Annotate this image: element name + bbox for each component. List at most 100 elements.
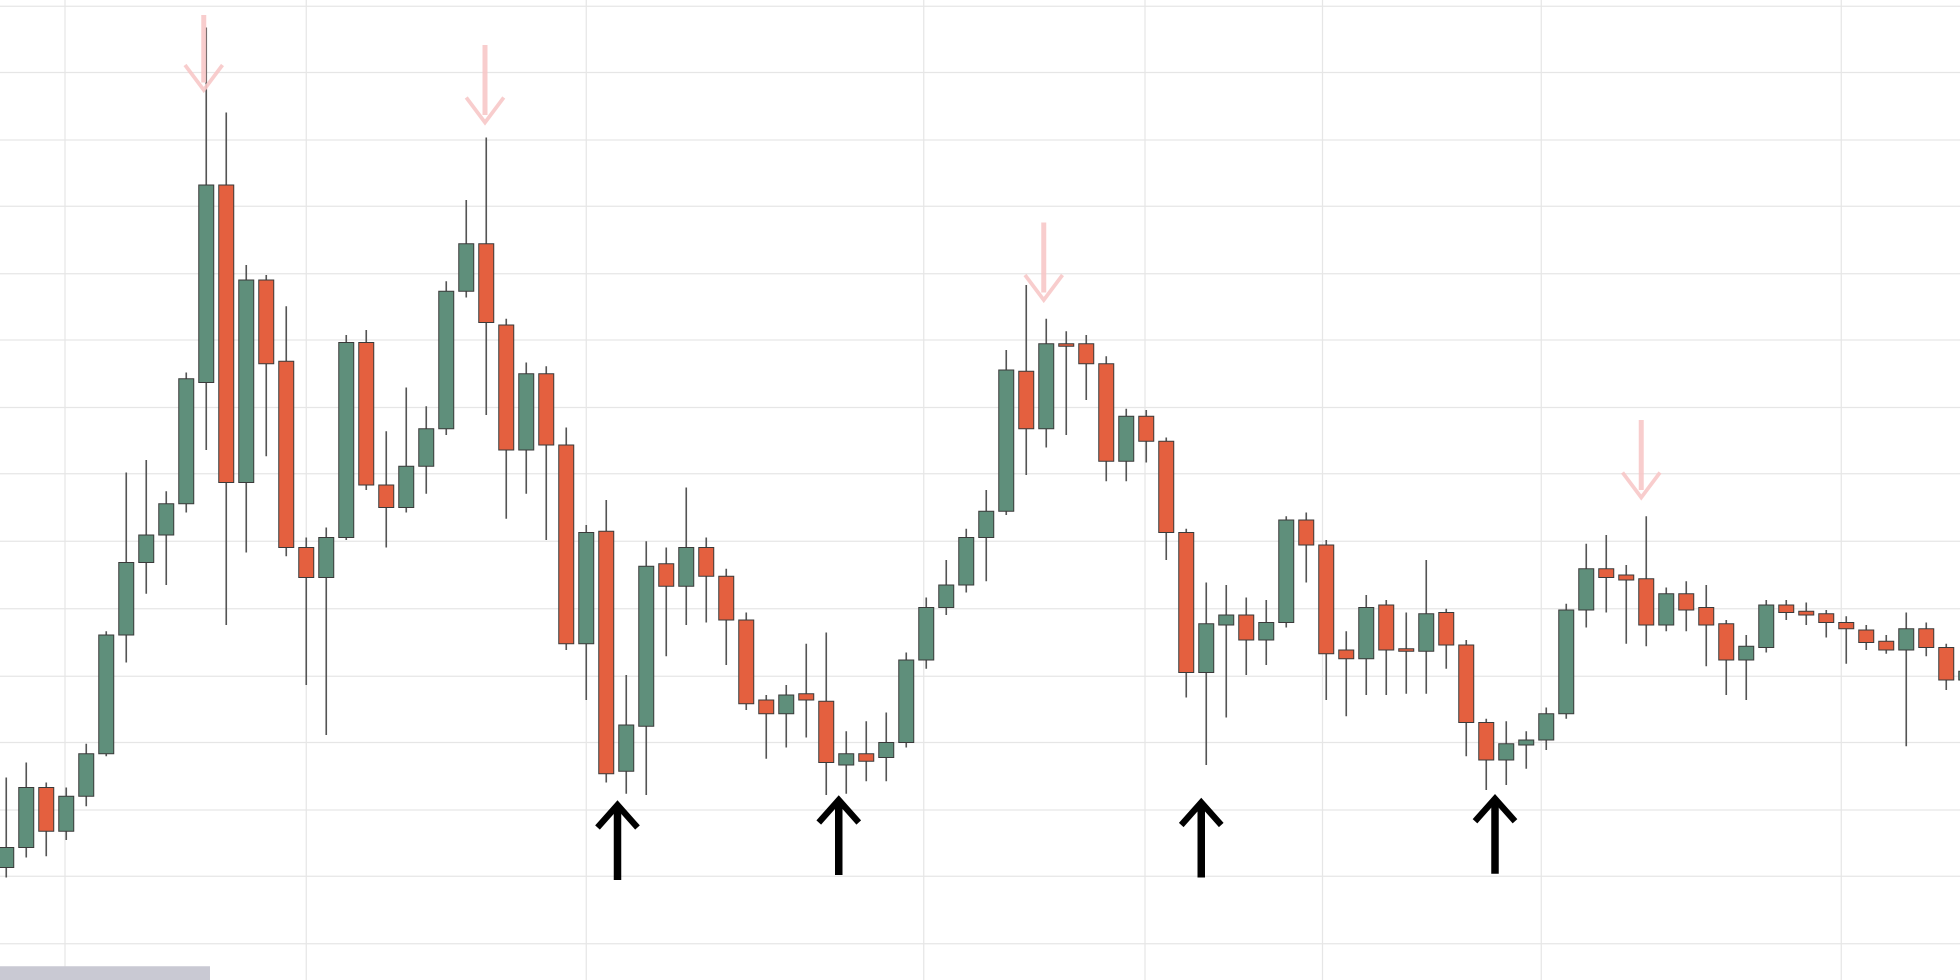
candle-body <box>1818 613 1835 623</box>
candle-body <box>1858 629 1875 643</box>
down-arrow <box>464 45 506 126</box>
candle-body <box>238 279 255 483</box>
candle-body <box>1838 622 1855 630</box>
candle-body <box>858 753 875 762</box>
up-arrow <box>816 795 862 875</box>
candle-body <box>18 787 35 848</box>
up-arrow <box>1472 794 1518 874</box>
candle-body <box>1498 743 1515 761</box>
candle-body <box>78 753 95 797</box>
candle-body <box>1658 593 1675 626</box>
candle-body <box>1018 370 1035 430</box>
candle-body <box>358 342 375 486</box>
candle-body <box>618 724 635 772</box>
candle-body <box>1378 604 1395 651</box>
candle-body <box>1338 649 1355 660</box>
candle-body <box>838 753 855 766</box>
candle-body <box>918 607 935 661</box>
candle-body <box>658 563 675 587</box>
horizontal-grid <box>0 5 1960 945</box>
candle-body <box>1298 519 1315 546</box>
candle-body <box>1918 628 1935 648</box>
candle-body <box>938 584 955 608</box>
candle-body <box>1798 610 1815 616</box>
vertical-grid <box>64 0 1842 980</box>
candle-body <box>178 378 195 505</box>
candle-body <box>1258 622 1275 641</box>
candle-body <box>718 575 735 621</box>
candle-body <box>498 324 515 451</box>
candle-body <box>678 547 695 587</box>
candle-body <box>1118 415 1135 462</box>
candle-body <box>1058 343 1075 347</box>
candle-body <box>418 428 435 467</box>
candle-body <box>1738 645 1755 661</box>
candle-body <box>0 847 15 868</box>
candle-body <box>1578 568 1595 611</box>
candle-body <box>778 694 795 715</box>
up-arrow <box>595 800 640 880</box>
candle-body <box>1778 604 1795 613</box>
candle-body <box>398 465 415 508</box>
candle-body <box>478 243 495 323</box>
candle-body <box>58 795 75 832</box>
candle-body <box>1718 623 1735 661</box>
candle-body <box>1558 609 1575 715</box>
candle-body <box>1398 648 1415 652</box>
candle-body <box>1418 613 1435 652</box>
down-arrow <box>183 15 224 94</box>
candle-body <box>218 184 235 483</box>
candle-body <box>898 659 915 743</box>
candle-body <box>698 547 715 577</box>
down-arrow <box>1023 222 1064 304</box>
candle-body <box>1078 343 1095 365</box>
candle-body <box>598 530 615 775</box>
candle-body <box>1878 640 1895 651</box>
candle-body <box>638 565 655 727</box>
candle-body <box>1178 532 1195 673</box>
candle-body <box>738 619 755 705</box>
candle-body <box>1618 574 1635 581</box>
toolbar-edge <box>0 966 210 980</box>
candle-body <box>1758 604 1775 648</box>
candle-body <box>1638 578 1655 626</box>
candle-body <box>1938 647 1955 681</box>
candle-body <box>1358 607 1375 660</box>
candle-body <box>1678 593 1695 611</box>
candle-body <box>1518 739 1535 746</box>
candle-body <box>278 360 295 548</box>
candle-body <box>198 184 215 383</box>
candle-body <box>98 634 115 755</box>
candle-body <box>1538 713 1555 741</box>
annotations <box>183 15 1662 880</box>
candle-body <box>378 484 395 508</box>
candle-body <box>118 562 135 636</box>
candle-body <box>978 510 995 538</box>
candle-body <box>1598 568 1615 578</box>
candle-body <box>1098 363 1115 462</box>
candle-body <box>558 444 575 645</box>
candle-body <box>1138 415 1155 442</box>
candle-body <box>1238 614 1255 641</box>
candle-body <box>38 787 55 832</box>
candle-body <box>1198 623 1215 673</box>
candle-body <box>458 243 475 292</box>
candle-body <box>518 373 535 451</box>
candle-body <box>998 369 1015 512</box>
candle-body <box>798 693 815 701</box>
candle-body <box>1958 670 1960 681</box>
candle-body <box>1438 612 1455 646</box>
candle-body <box>1698 607 1715 626</box>
top-arrows <box>183 15 1662 501</box>
candle-body <box>1458 644 1475 723</box>
candle-body <box>578 532 595 645</box>
candle-body <box>1218 614 1235 626</box>
candle-body <box>538 373 555 446</box>
candle-body <box>1038 343 1055 430</box>
candle-body <box>298 547 315 578</box>
candle-body <box>878 742 895 758</box>
candle-body <box>1278 519 1295 623</box>
candle-body <box>258 279 275 365</box>
up-arrow <box>1178 797 1224 878</box>
